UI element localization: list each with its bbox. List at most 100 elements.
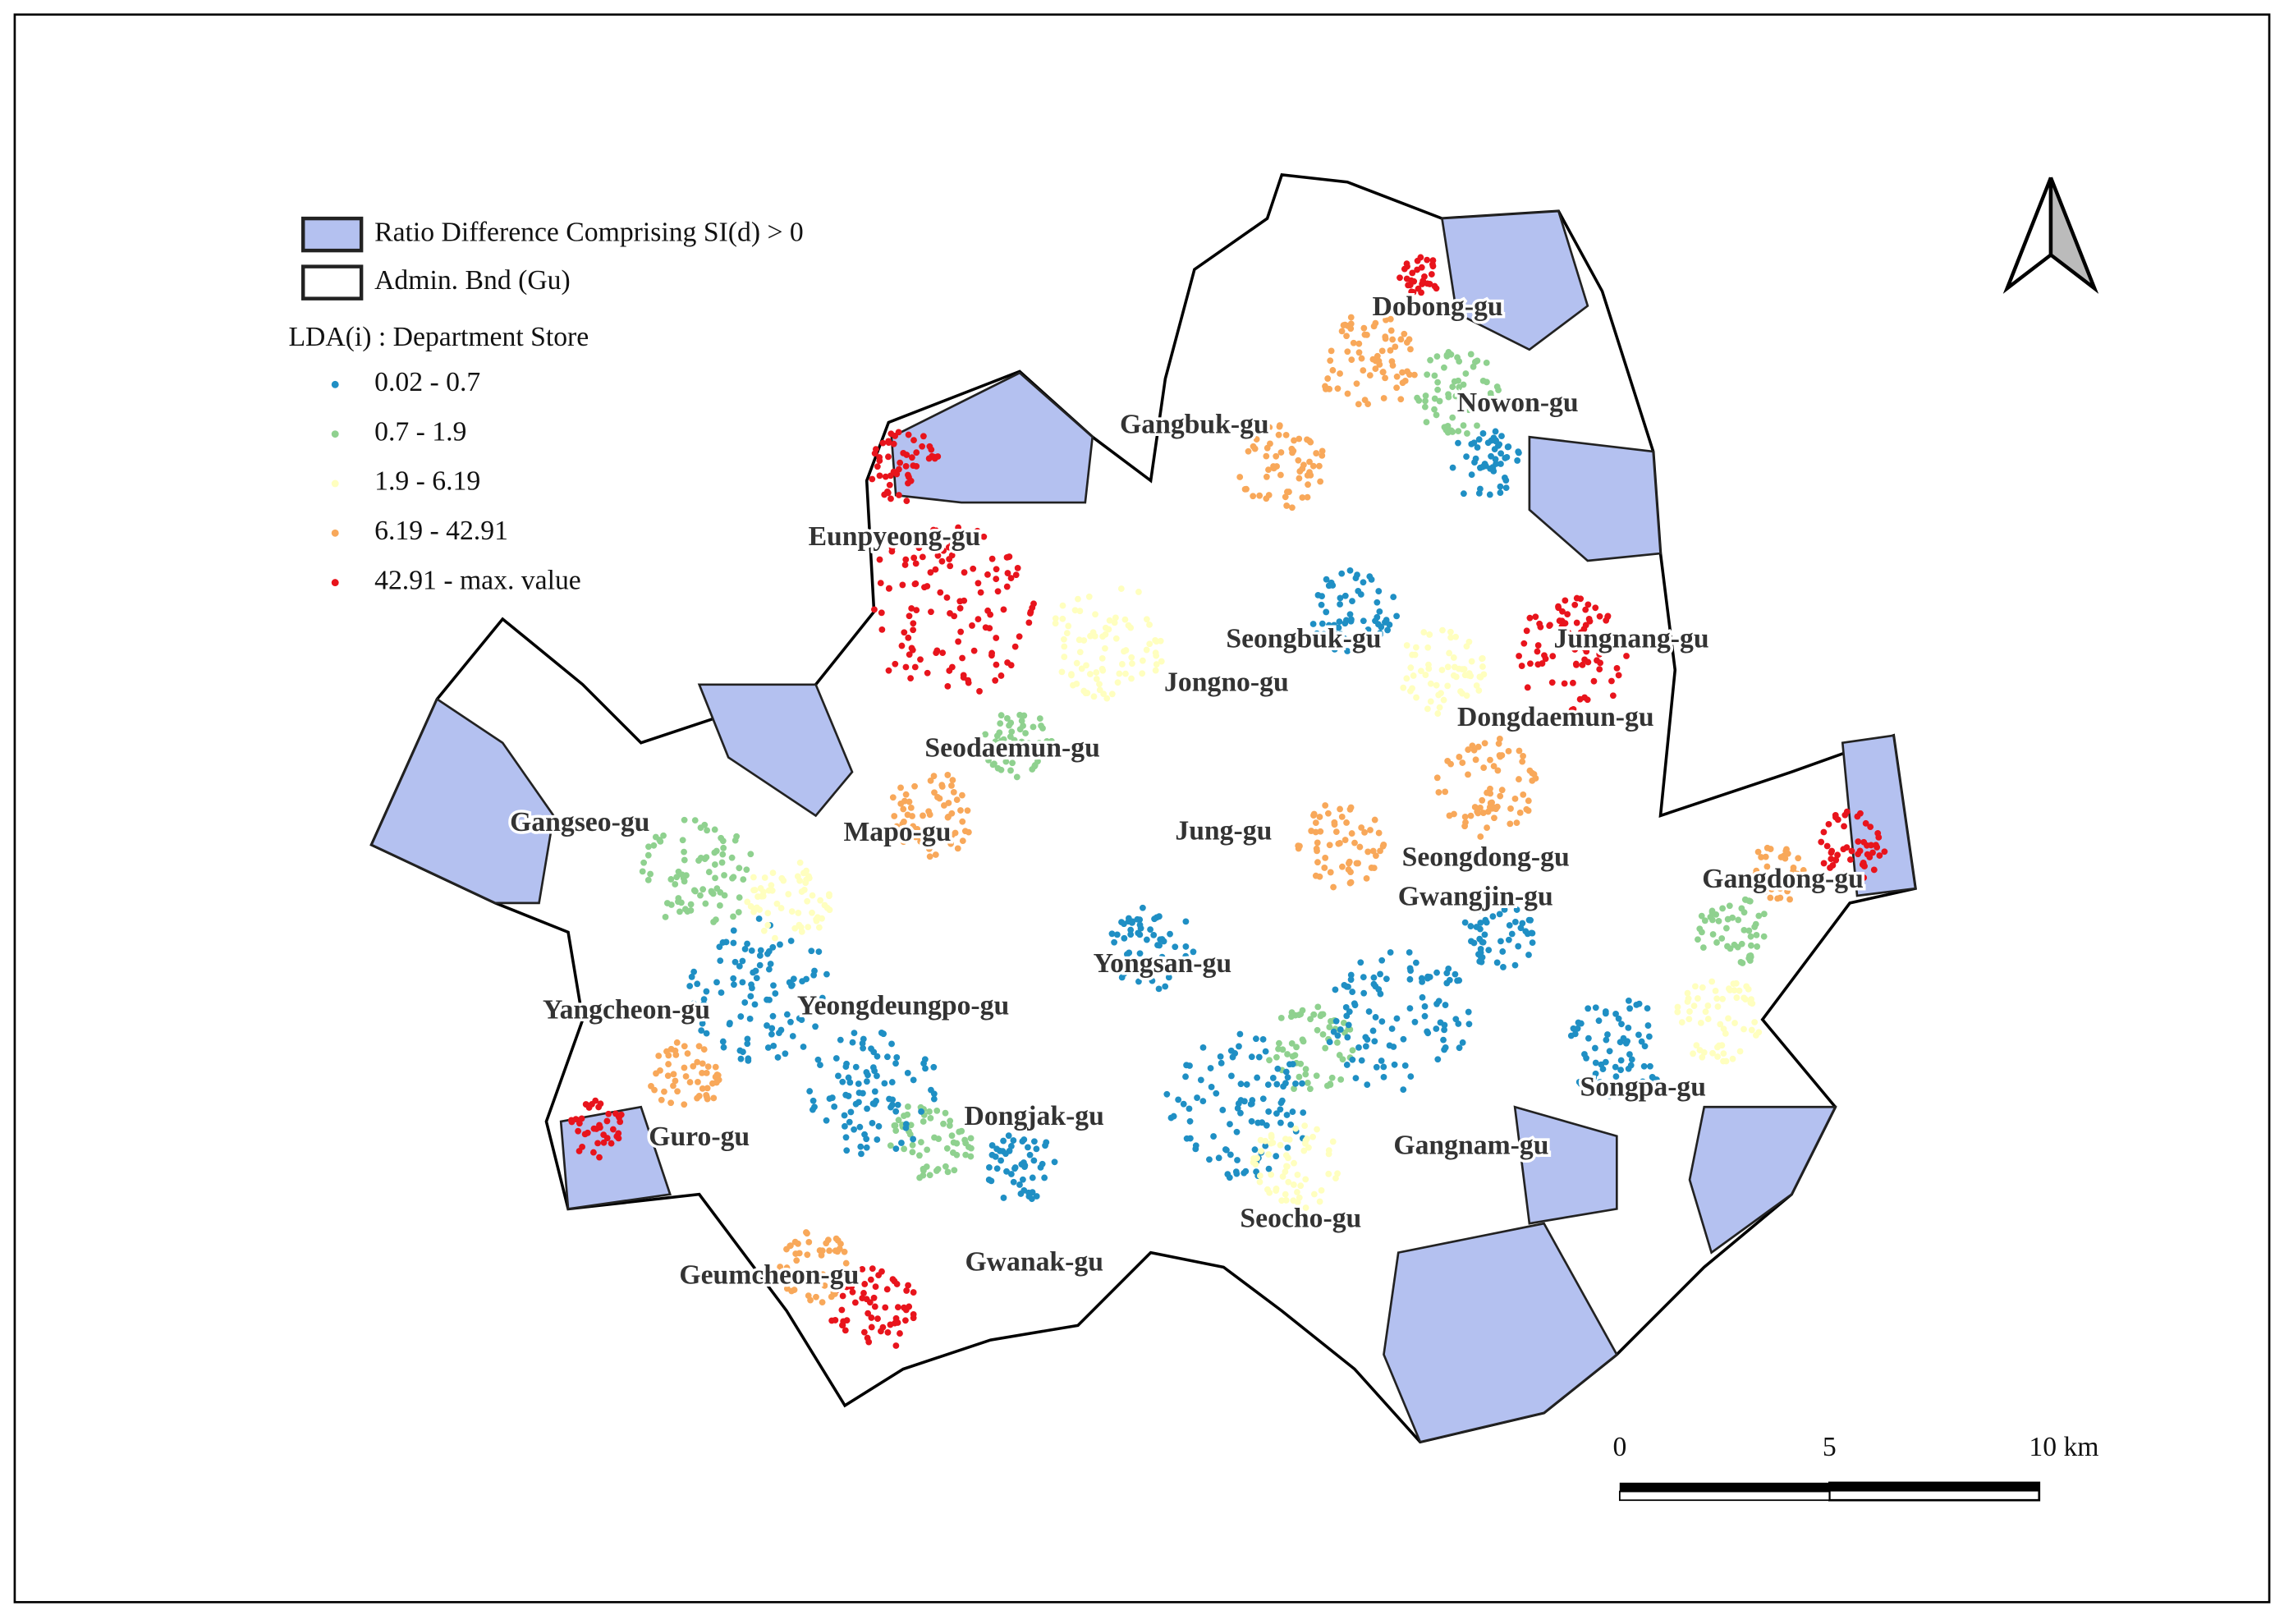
- point: [704, 827, 711, 834]
- point: [1365, 1008, 1373, 1015]
- point: [1139, 904, 1146, 911]
- point: [1300, 461, 1307, 469]
- point: [760, 927, 768, 934]
- point: [1027, 610, 1034, 617]
- point: [1035, 740, 1043, 746]
- legend: Ratio Difference Comprising SI(d) > 0 Ad…: [288, 216, 804, 595]
- point: [719, 1038, 727, 1045]
- point: [1360, 367, 1367, 374]
- point: [1331, 821, 1338, 828]
- point: [907, 804, 915, 811]
- point: [1515, 943, 1522, 950]
- point: [943, 594, 951, 601]
- point: [1336, 618, 1343, 626]
- point: [1042, 1142, 1048, 1149]
- point: [761, 874, 768, 881]
- point: [1355, 349, 1363, 356]
- point: [1479, 796, 1486, 804]
- point: [1708, 909, 1716, 915]
- point: [1285, 1154, 1291, 1162]
- point: [665, 1061, 672, 1067]
- point: [817, 1062, 823, 1069]
- point: [1346, 805, 1354, 813]
- point: [1071, 607, 1079, 614]
- point: [1302, 1066, 1309, 1073]
- point: [664, 1072, 672, 1080]
- point: [1100, 690, 1108, 698]
- point: [596, 1124, 603, 1131]
- point: [1306, 458, 1313, 466]
- point: [874, 1315, 881, 1323]
- point: [1182, 918, 1190, 925]
- point: [1532, 613, 1539, 621]
- point: [1164, 957, 1172, 964]
- point: [1380, 842, 1387, 848]
- point: [1123, 966, 1131, 974]
- point: [699, 1060, 706, 1067]
- point: [702, 900, 709, 907]
- point: [1264, 1186, 1271, 1193]
- point: [1440, 696, 1447, 704]
- point: [868, 1045, 874, 1053]
- point: [1371, 1038, 1378, 1045]
- legend-swatch: [300, 216, 364, 253]
- point: [1606, 1092, 1613, 1099]
- point: [713, 1071, 721, 1078]
- point: [1242, 1168, 1250, 1175]
- point: [1282, 1190, 1289, 1198]
- point: [902, 462, 910, 470]
- point: [1496, 736, 1503, 742]
- point: [655, 1053, 663, 1059]
- point: [892, 1145, 900, 1153]
- point: [849, 1039, 856, 1046]
- point: [1467, 351, 1475, 358]
- point: [1820, 860, 1828, 867]
- point: [1407, 346, 1414, 353]
- point: [603, 1117, 611, 1125]
- point: [578, 1115, 585, 1122]
- point: [1622, 1039, 1630, 1047]
- point: [857, 1143, 865, 1150]
- point: [842, 1134, 850, 1141]
- point: [686, 1010, 692, 1017]
- point: [871, 1303, 878, 1310]
- point: [697, 892, 704, 899]
- point: [1256, 1172, 1264, 1179]
- point: [743, 866, 750, 874]
- point: [1479, 810, 1487, 816]
- point: [1314, 630, 1320, 637]
- point: [1250, 1158, 1257, 1166]
- point: [1433, 1025, 1440, 1032]
- point: [772, 934, 778, 942]
- point: [1436, 397, 1443, 405]
- point: [698, 1027, 705, 1034]
- point: [1030, 600, 1037, 608]
- point: [826, 891, 832, 898]
- point: [1158, 658, 1165, 665]
- point: [1491, 900, 1498, 907]
- point: [1523, 627, 1530, 635]
- point: [1039, 1160, 1046, 1168]
- point: [1182, 943, 1190, 950]
- district-labels: Dobong-guNowon-guGangbuk-guEunpyeong-guS…: [507, 288, 1867, 1293]
- point: [795, 910, 802, 916]
- point: [1313, 450, 1320, 456]
- point: [1026, 1151, 1034, 1158]
- point: [876, 556, 883, 563]
- point: [886, 481, 893, 489]
- point: [889, 794, 897, 801]
- point: [953, 796, 961, 804]
- point: [1390, 594, 1397, 601]
- point: [1482, 916, 1489, 924]
- point: [1277, 1119, 1284, 1126]
- point: [893, 470, 901, 478]
- point: [1715, 917, 1722, 924]
- point: [751, 887, 759, 893]
- point: [1122, 670, 1129, 677]
- point: [1316, 1198, 1323, 1205]
- point: [1582, 622, 1589, 629]
- point: [887, 495, 894, 502]
- point: [796, 859, 804, 866]
- point: [930, 1063, 938, 1071]
- point: [1881, 848, 1888, 856]
